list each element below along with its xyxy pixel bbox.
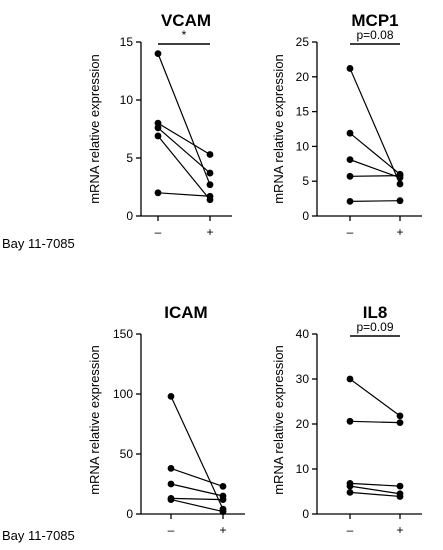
x-tick-label: – bbox=[347, 523, 354, 537]
data-point-untreated bbox=[346, 489, 354, 496]
data-point-untreated bbox=[167, 393, 175, 400]
data-point-untreated bbox=[346, 156, 354, 164]
data-point-untreated bbox=[346, 129, 354, 137]
y-tick-label: 5 bbox=[126, 151, 133, 165]
y-tick-label: 15 bbox=[120, 35, 134, 49]
paired-line bbox=[157, 192, 211, 197]
paired-line bbox=[170, 467, 224, 487]
data-point-untreated bbox=[346, 172, 354, 180]
panel-title: MCP1 bbox=[351, 11, 398, 30]
x-tick-label: + bbox=[206, 225, 213, 239]
treatment-row-label: Bay 11-7085 bbox=[2, 528, 75, 543]
icam-panel: ICAM mRNA relative expression 0 50 100 150 –… bbox=[87, 303, 245, 537]
y-tick-label: 50 bbox=[120, 447, 134, 461]
data-point-untreated bbox=[167, 480, 175, 488]
data-point-treated bbox=[219, 496, 227, 503]
data-point-untreated bbox=[346, 375, 354, 383]
paired-line bbox=[157, 135, 211, 201]
data-point-untreated bbox=[346, 482, 354, 490]
paired-line bbox=[170, 497, 224, 501]
data-point-untreated bbox=[167, 496, 175, 503]
data-point-treated bbox=[219, 508, 227, 515]
x-tick-label: – bbox=[168, 523, 175, 537]
y-tick-label: 30 bbox=[296, 372, 310, 386]
paired-line bbox=[349, 159, 401, 179]
x-tick-label: + bbox=[219, 523, 226, 537]
data-point-untreated bbox=[346, 197, 354, 205]
paired-line bbox=[349, 200, 401, 202]
panel-title: VCAM bbox=[161, 11, 211, 30]
data-point-treated bbox=[219, 483, 227, 490]
y-axis-label: mRNA relative expression bbox=[271, 54, 286, 204]
data-point-treated bbox=[396, 482, 404, 490]
data-point-treated bbox=[396, 197, 404, 205]
y-axis-label: mRNA relative expression bbox=[271, 345, 286, 495]
paired-line bbox=[157, 53, 211, 185]
x-tick-label: – bbox=[347, 225, 354, 239]
paired-line bbox=[157, 122, 211, 156]
significance-label: * bbox=[182, 28, 187, 42]
y-tick-label: 10 bbox=[296, 139, 310, 153]
significance-label: p=0.09 bbox=[356, 320, 393, 334]
paired-line bbox=[349, 378, 401, 417]
x-tick-label: + bbox=[396, 523, 403, 537]
y-tick-label: 20 bbox=[296, 417, 310, 431]
il8-panel: IL8 mRNA relative expression 0 10 20 30 40 – +… bbox=[271, 303, 422, 537]
paired-line bbox=[157, 127, 211, 174]
y-tick-label: 20 bbox=[296, 70, 310, 84]
paired-line bbox=[349, 485, 401, 495]
data-point-untreated bbox=[154, 50, 162, 57]
paired-line bbox=[349, 482, 401, 487]
y-tick-label: 40 bbox=[296, 327, 310, 341]
y-tick-label: 5 bbox=[302, 174, 309, 188]
paired-line bbox=[170, 499, 224, 513]
data-point-untreated bbox=[346, 417, 354, 425]
panel-title: ICAM bbox=[164, 303, 207, 322]
data-point-treated bbox=[396, 412, 404, 420]
y-tick-label: 0 bbox=[302, 209, 309, 223]
paired-line bbox=[349, 68, 401, 185]
y-tick-label: 10 bbox=[296, 462, 310, 476]
data-point-treated bbox=[396, 180, 404, 188]
y-tick-label: 15 bbox=[296, 105, 310, 119]
paired-line bbox=[349, 175, 401, 177]
y-tick-label: 10 bbox=[120, 93, 134, 107]
data-point-treated bbox=[396, 493, 404, 500]
data-point-untreated bbox=[167, 465, 175, 472]
vcam-panel: VCAM mRNA relative expression 0 5 10 15 – + * bbox=[87, 11, 232, 239]
panel-title: IL8 bbox=[363, 303, 388, 322]
data-point-treated bbox=[206, 151, 214, 158]
data-point-untreated bbox=[154, 189, 162, 197]
paired-line bbox=[349, 420, 401, 424]
y-tick-label: 150 bbox=[113, 327, 133, 341]
data-point-treated bbox=[206, 192, 214, 200]
mcp1-panel: MCP1 mRNA relative expression 0 5 10 15 20 25… bbox=[271, 11, 422, 239]
data-point-treated bbox=[206, 181, 214, 189]
y-tick-label: 25 bbox=[296, 35, 310, 49]
paired-line bbox=[349, 491, 401, 498]
x-tick-label: – bbox=[155, 225, 162, 239]
data-point-untreated bbox=[154, 124, 162, 132]
paired-line bbox=[170, 396, 224, 510]
y-axis-label: mRNA relative expression bbox=[87, 54, 102, 204]
x-tick-label: + bbox=[396, 225, 403, 239]
treatment-row-label: Bay 11-7085 bbox=[2, 236, 75, 251]
paired-line bbox=[170, 483, 224, 497]
data-point-treated bbox=[206, 169, 214, 177]
y-axis-label: mRNA relative expression bbox=[87, 345, 102, 495]
y-tick-label: 100 bbox=[113, 387, 133, 401]
data-point-treated bbox=[396, 172, 404, 180]
y-tick-label: 0 bbox=[302, 507, 309, 521]
paired-line bbox=[349, 132, 401, 175]
y-tick-label: 0 bbox=[126, 209, 133, 223]
data-point-untreated bbox=[154, 132, 162, 140]
data-point-treated bbox=[396, 419, 404, 427]
y-tick-label: 0 bbox=[126, 507, 133, 521]
significance-label: p=0.08 bbox=[356, 28, 393, 42]
data-point-untreated bbox=[346, 65, 354, 72]
